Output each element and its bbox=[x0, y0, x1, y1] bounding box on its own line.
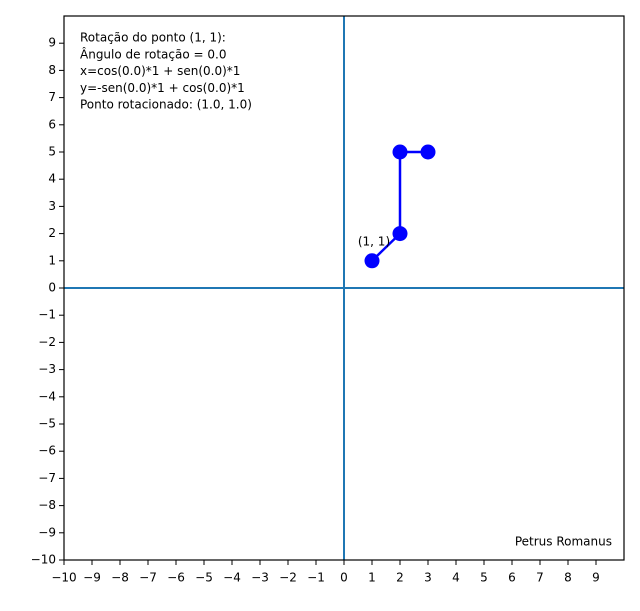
x-tick-label: −3 bbox=[251, 571, 269, 585]
y-tick-label: 4 bbox=[48, 172, 56, 186]
y-tick-label: 6 bbox=[48, 117, 56, 131]
data-point bbox=[392, 144, 408, 160]
x-tick-label: −2 bbox=[279, 571, 297, 585]
x-tick-label: 2 bbox=[396, 571, 404, 585]
data-point bbox=[392, 226, 408, 242]
x-tick-label: 7 bbox=[536, 571, 544, 585]
annotation-line: y=-sen(0.0)*1 + cos(0.0)*1 bbox=[80, 81, 245, 95]
y-tick-label: 2 bbox=[48, 226, 56, 240]
y-tick-label: 5 bbox=[48, 145, 56, 159]
data-point bbox=[364, 253, 380, 269]
x-tick-label: −9 bbox=[83, 571, 101, 585]
y-tick-label: −4 bbox=[38, 389, 56, 403]
y-tick-label: −9 bbox=[38, 525, 56, 539]
data-line bbox=[371, 150, 428, 262]
y-tick-label: −1 bbox=[38, 308, 56, 322]
y-tick-label: −5 bbox=[38, 417, 56, 431]
y-tick-label: 8 bbox=[48, 63, 56, 77]
credit: Petrus Romanus bbox=[515, 535, 612, 549]
annotation-line: Ponto rotacionado: (1.0, 1.0) bbox=[80, 98, 252, 112]
x-tick-label: 6 bbox=[508, 571, 516, 585]
x-tick-label: 0 bbox=[340, 571, 348, 585]
y-tick-label: −3 bbox=[38, 362, 56, 376]
y-tick-label: −8 bbox=[38, 498, 56, 512]
point-label: (1, 1) bbox=[358, 234, 390, 248]
data-point bbox=[420, 144, 436, 160]
x-tick-label: 5 bbox=[480, 571, 488, 585]
y-tick-label: 9 bbox=[48, 36, 56, 50]
x-tick-label: 4 bbox=[452, 571, 460, 585]
plot-frame bbox=[63, 15, 625, 561]
x-tick-label: −7 bbox=[139, 571, 157, 585]
annotation-line: Ângulo de rotação = 0.0 bbox=[80, 46, 226, 61]
x-tick-label: −4 bbox=[223, 571, 241, 585]
y-tick-label: 1 bbox=[48, 253, 56, 267]
y-tick-label: −7 bbox=[38, 471, 56, 485]
x-tick-label: −8 bbox=[111, 571, 129, 585]
y-tick-label: 3 bbox=[48, 199, 56, 213]
x-tick-label: −6 bbox=[167, 571, 185, 585]
x-tick-label: 1 bbox=[368, 571, 376, 585]
y-tick-label: 0 bbox=[48, 281, 56, 295]
x-tick-label: 9 bbox=[592, 571, 600, 585]
annotation-line: Rotação do ponto (1, 1): bbox=[80, 31, 226, 45]
y-tick-label: 7 bbox=[48, 90, 56, 104]
x-tick-label: −1 bbox=[307, 571, 325, 585]
x-tick-label: 8 bbox=[564, 571, 572, 585]
annotation-line: x=cos(0.0)*1 + sen(0.0)*1 bbox=[80, 64, 240, 78]
x-tick-label: −5 bbox=[195, 571, 213, 585]
x-tick-label: 3 bbox=[424, 571, 432, 585]
y-tick-label: −10 bbox=[31, 553, 56, 567]
y-tick-label: −2 bbox=[38, 335, 56, 349]
x-tick-label: −10 bbox=[51, 571, 76, 585]
y-tick-label: −6 bbox=[38, 444, 56, 458]
